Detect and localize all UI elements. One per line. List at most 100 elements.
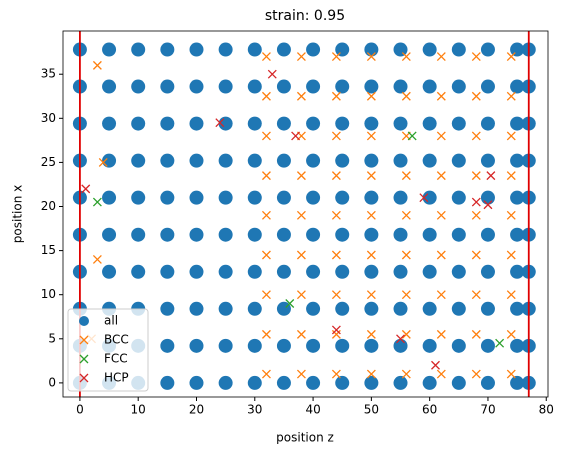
point <box>480 227 495 242</box>
point <box>436 369 446 379</box>
point <box>331 171 341 181</box>
x-tick-label: 80 <box>539 403 554 417</box>
point <box>364 190 379 205</box>
point <box>364 42 379 57</box>
point <box>160 375 175 390</box>
point <box>291 131 301 141</box>
point <box>218 190 233 205</box>
point <box>261 91 271 101</box>
point <box>436 210 446 220</box>
point <box>306 375 321 390</box>
point <box>510 42 525 57</box>
point <box>471 250 481 260</box>
point <box>331 329 341 339</box>
point <box>247 375 262 390</box>
x-tick-label: 70 <box>480 403 495 417</box>
point <box>247 42 262 57</box>
point <box>218 375 233 390</box>
point <box>296 52 306 62</box>
point <box>218 338 233 353</box>
point <box>451 375 466 390</box>
point <box>366 250 376 260</box>
point <box>364 375 379 390</box>
point <box>480 190 495 205</box>
point <box>480 264 495 279</box>
point <box>422 375 437 390</box>
point <box>510 79 525 94</box>
point <box>436 131 446 141</box>
point <box>506 290 516 300</box>
point <box>506 52 516 62</box>
point <box>131 116 146 131</box>
point <box>451 301 466 316</box>
point <box>218 42 233 57</box>
point <box>189 301 204 316</box>
point <box>218 264 233 279</box>
point <box>510 227 525 242</box>
point <box>102 264 117 279</box>
point <box>160 42 175 57</box>
point <box>306 264 321 279</box>
point <box>306 227 321 242</box>
point <box>471 369 481 379</box>
point <box>422 190 437 205</box>
point <box>261 131 271 141</box>
point <box>247 301 262 316</box>
point <box>393 79 408 94</box>
point <box>393 153 408 168</box>
point <box>335 79 350 94</box>
point <box>247 227 262 242</box>
point <box>335 42 350 57</box>
point <box>131 42 146 57</box>
legend-label: BCC <box>104 333 129 347</box>
x-tick-label: 10 <box>131 403 146 417</box>
point <box>436 52 446 62</box>
point <box>436 250 446 260</box>
point <box>189 338 204 353</box>
point <box>401 290 411 300</box>
point <box>261 250 271 260</box>
point <box>480 79 495 94</box>
point <box>506 91 516 101</box>
point <box>306 116 321 131</box>
legend-label: FCC <box>104 352 128 366</box>
plot-area <box>72 42 536 390</box>
point <box>393 375 408 390</box>
point <box>393 264 408 279</box>
point <box>471 197 481 207</box>
point <box>335 338 350 353</box>
point <box>276 375 291 390</box>
legend-label: all <box>104 314 118 328</box>
y-tick-label: 25 <box>41 155 56 169</box>
point <box>471 131 481 141</box>
legend-marker <box>79 373 89 383</box>
point <box>189 42 204 57</box>
point <box>431 360 440 370</box>
point <box>160 264 175 279</box>
axes-frame <box>62 30 549 398</box>
point <box>366 52 376 62</box>
point <box>247 153 262 168</box>
point <box>364 116 379 131</box>
point <box>510 153 525 168</box>
point <box>131 264 146 279</box>
point <box>401 91 411 101</box>
point <box>296 91 306 101</box>
point <box>160 227 175 242</box>
point <box>401 171 411 181</box>
point <box>401 250 411 260</box>
point <box>189 79 204 94</box>
point <box>396 334 405 344</box>
point <box>276 338 291 353</box>
point <box>422 116 437 131</box>
point <box>247 116 262 131</box>
point <box>451 42 466 57</box>
point <box>331 131 341 141</box>
point <box>247 79 262 94</box>
point <box>306 42 321 57</box>
point <box>366 369 376 379</box>
x-tick-label: 20 <box>189 403 204 417</box>
y-tick-label: 10 <box>41 287 56 301</box>
point <box>393 301 408 316</box>
